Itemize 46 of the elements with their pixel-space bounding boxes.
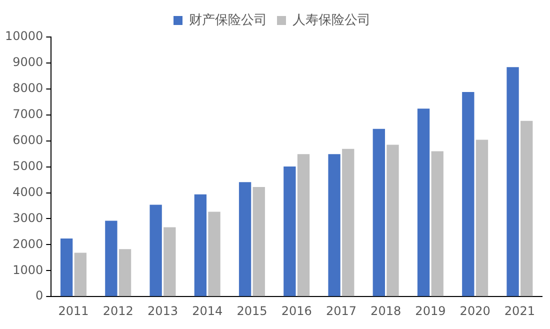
bar <box>284 166 296 296</box>
bar <box>372 128 385 296</box>
legend-label: 人寿保险公司 <box>292 12 370 28</box>
legend-label: 财产保险公司 <box>189 12 267 28</box>
bar <box>297 154 310 296</box>
bar <box>118 249 132 296</box>
bar <box>208 212 220 296</box>
bar <box>386 144 399 296</box>
x-tick-label: 2019 <box>415 304 446 318</box>
x-tick-label: 2016 <box>281 304 312 318</box>
y-tick-label: 1000 <box>12 262 44 277</box>
x-tick-label: 2018 <box>370 304 402 318</box>
bar <box>150 204 162 296</box>
bar <box>105 220 118 296</box>
y-tick-label: 5000 <box>12 158 44 173</box>
y-tick-label: 2000 <box>12 236 44 251</box>
bar <box>74 252 86 296</box>
y-tick-label: 9000 <box>12 55 44 70</box>
x-tick-label: 2021 <box>504 304 535 318</box>
x-tick-label: 2017 <box>326 304 356 318</box>
y-tick-label: 3000 <box>12 210 44 225</box>
x-tick-label: 2013 <box>147 304 178 318</box>
bar <box>238 182 252 296</box>
y-tick-label: 6000 <box>12 132 44 147</box>
bar <box>431 151 444 296</box>
y-tick-label: 4000 <box>12 184 44 199</box>
x-tick-label: 2014 <box>192 304 223 318</box>
y-tick-label: 8000 <box>12 81 44 96</box>
x-tick-label: 2011 <box>58 304 89 318</box>
y-tick-label: 10000 <box>4 29 44 44</box>
bar <box>328 154 340 296</box>
bar <box>60 238 73 296</box>
bar <box>164 227 176 296</box>
bar <box>476 140 488 296</box>
bar <box>252 187 265 296</box>
bar <box>520 120 533 296</box>
bar <box>462 92 474 296</box>
bar <box>506 67 519 296</box>
bar <box>417 108 430 296</box>
x-tick-label: 2015 <box>236 304 268 318</box>
bar <box>194 194 207 296</box>
x-tick-label: 2020 <box>460 304 490 318</box>
y-tick-label: 0 <box>36 288 44 303</box>
y-tick-label: 7000 <box>12 107 44 122</box>
bar <box>342 148 354 296</box>
x-tick-label: 2012 <box>102 304 134 318</box>
